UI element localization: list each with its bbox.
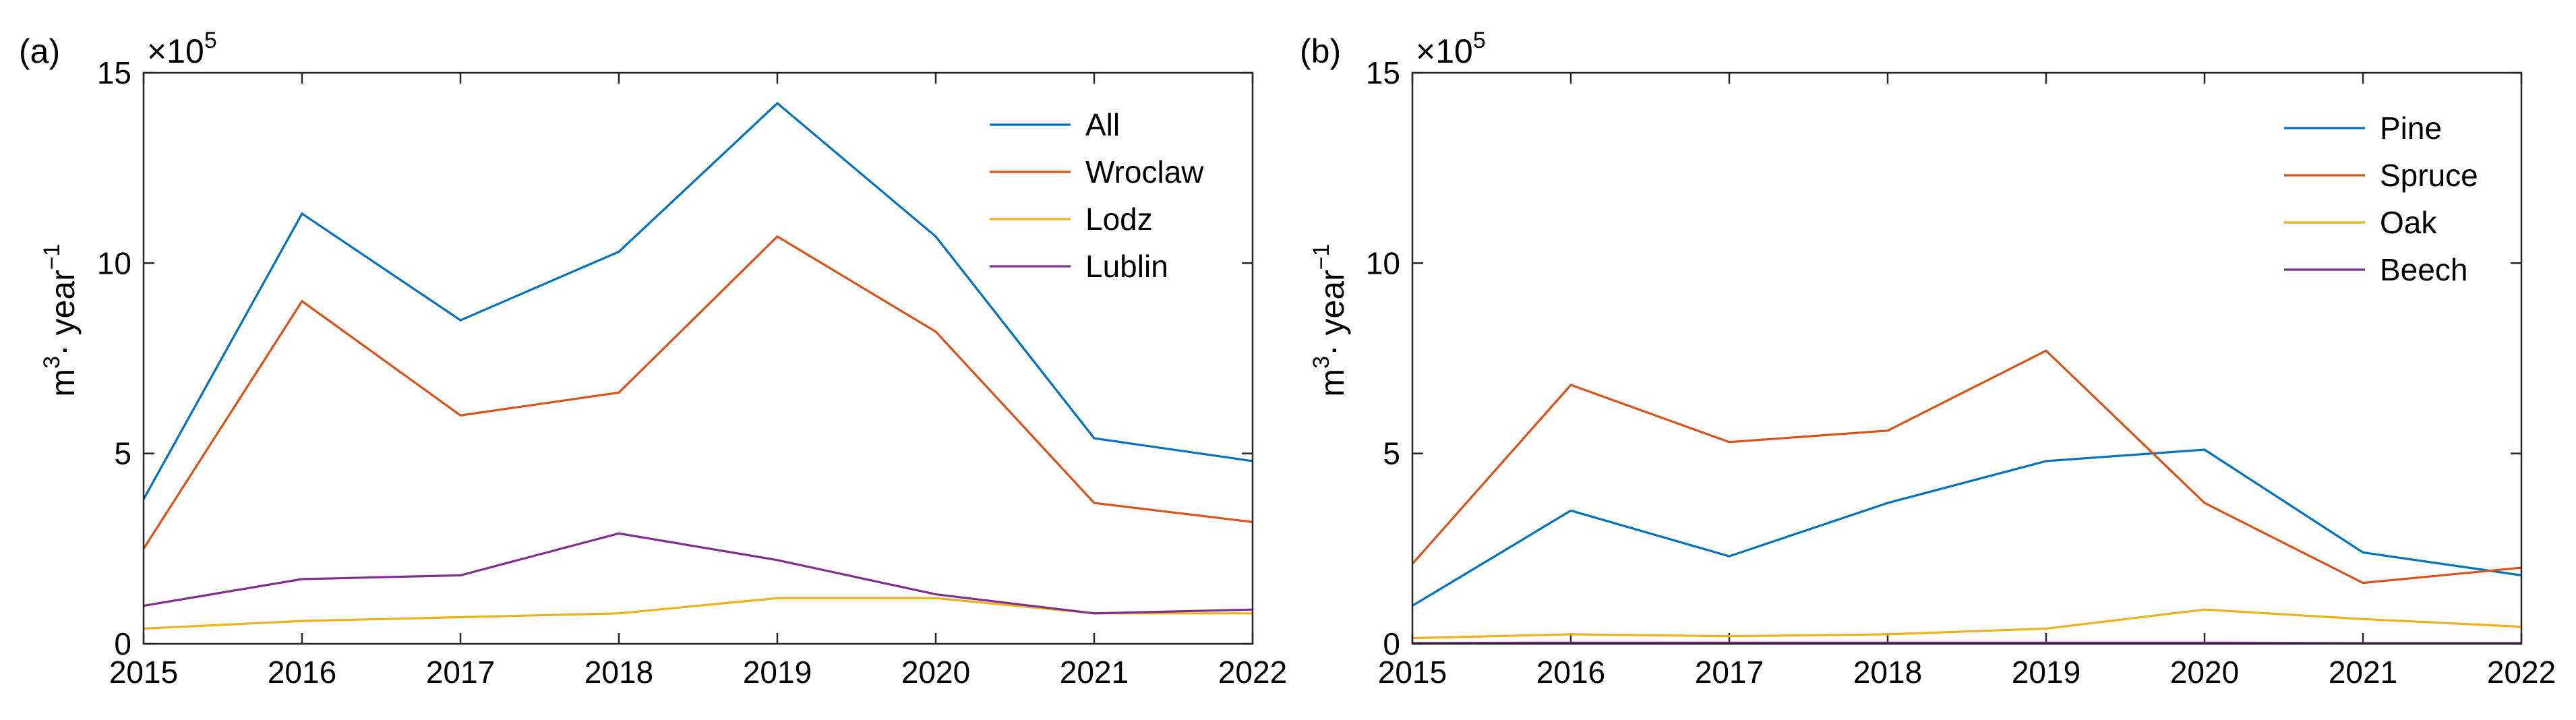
x-tick-label: 2020 — [2170, 655, 2239, 690]
x-tick-label: 2015 — [109, 655, 178, 690]
legend-label-oak: Oak — [2380, 205, 2437, 240]
x-tick-label: 2021 — [2329, 655, 2397, 690]
legend-label-lublin: Lublin — [1085, 249, 1168, 284]
panel-a-ticks: 2015 2016 2017 2018 2019 2020 2021 2022 0 5 10 15 — [97, 55, 1287, 690]
x-tick-label: 2015 — [1378, 655, 1447, 690]
x-tick-label: 2022 — [2487, 655, 2556, 690]
legend-label-beech: Beech — [2380, 252, 2467, 287]
legend-label-lodz: Lodz — [1085, 202, 1153, 237]
y-tick-label: 5 — [114, 436, 131, 471]
panel-b-ylabel: m3· year−1 — [1309, 243, 1351, 396]
x-tick-label: 2017 — [426, 655, 495, 690]
legend-label-spruce: Spruce — [2380, 158, 2478, 193]
panel-a-series — [142, 102, 1253, 630]
x-tick-label: 2019 — [2012, 655, 2080, 690]
y-tick-label: 0 — [114, 626, 131, 661]
x-tick-label: 2022 — [1218, 655, 1287, 690]
y-tick-label: 10 — [97, 245, 131, 280]
series-line-all — [142, 102, 1253, 500]
series-line-wroclaw — [142, 235, 1253, 549]
x-tick-label: 2020 — [901, 655, 970, 690]
panel-b: (b) ×105 m3· year−1 2015 2016 2017 2018 2019… — [1300, 28, 2556, 690]
panel-b-axes-box — [1411, 71, 2523, 645]
panel-a-legend: All Wroclaw Lodz Lublin — [990, 107, 1204, 284]
x-tick-label: 2018 — [1853, 655, 1922, 690]
x-tick-label: 2021 — [1060, 655, 1129, 690]
panel-a-ylabel: m3· year−1 — [39, 243, 82, 396]
panel-a: (a) ×105 m3· year−1 2015 2016 2017 2018 2019… — [19, 28, 1287, 690]
series-line-oak — [1412, 608, 2522, 640]
y-tick-label: 15 — [97, 55, 131, 90]
series-line-spruce — [1411, 349, 2522, 584]
x-tick-label: 2016 — [268, 655, 336, 690]
x-tick-label: 2017 — [1695, 655, 1764, 690]
series-line-lublin — [143, 532, 1253, 615]
panel-b-series — [1411, 349, 2522, 644]
panel-a-axes-box — [142, 71, 1254, 645]
series-line-pine — [1412, 448, 2522, 607]
panel-b-multiplier: ×105 — [1416, 28, 1486, 70]
y-tick-label: 10 — [1366, 245, 1400, 280]
x-tick-label: 2018 — [585, 655, 653, 690]
legend-label-wroclaw: Wroclaw — [1085, 154, 1204, 189]
x-tick-label: 2019 — [743, 655, 812, 690]
panel-a-label: (a) — [19, 32, 60, 70]
panel-b-label: (b) — [1300, 32, 1341, 70]
panel-a-multiplier: ×105 — [147, 28, 217, 70]
y-tick-label: 0 — [1383, 626, 1400, 661]
legend-label-all: All — [1085, 107, 1120, 142]
panel-b-ticks: 2015 2016 2017 2018 2019 2020 2021 2022 0 5 10 15 — [1366, 55, 2556, 690]
y-tick-label: 5 — [1383, 436, 1400, 471]
panel-b-legend: Pine Spruce Oak Beech — [2284, 111, 2478, 287]
y-tick-label: 15 — [1366, 55, 1400, 90]
legend-label-pine: Pine — [2380, 111, 2442, 146]
x-tick-label: 2016 — [1536, 655, 1605, 690]
